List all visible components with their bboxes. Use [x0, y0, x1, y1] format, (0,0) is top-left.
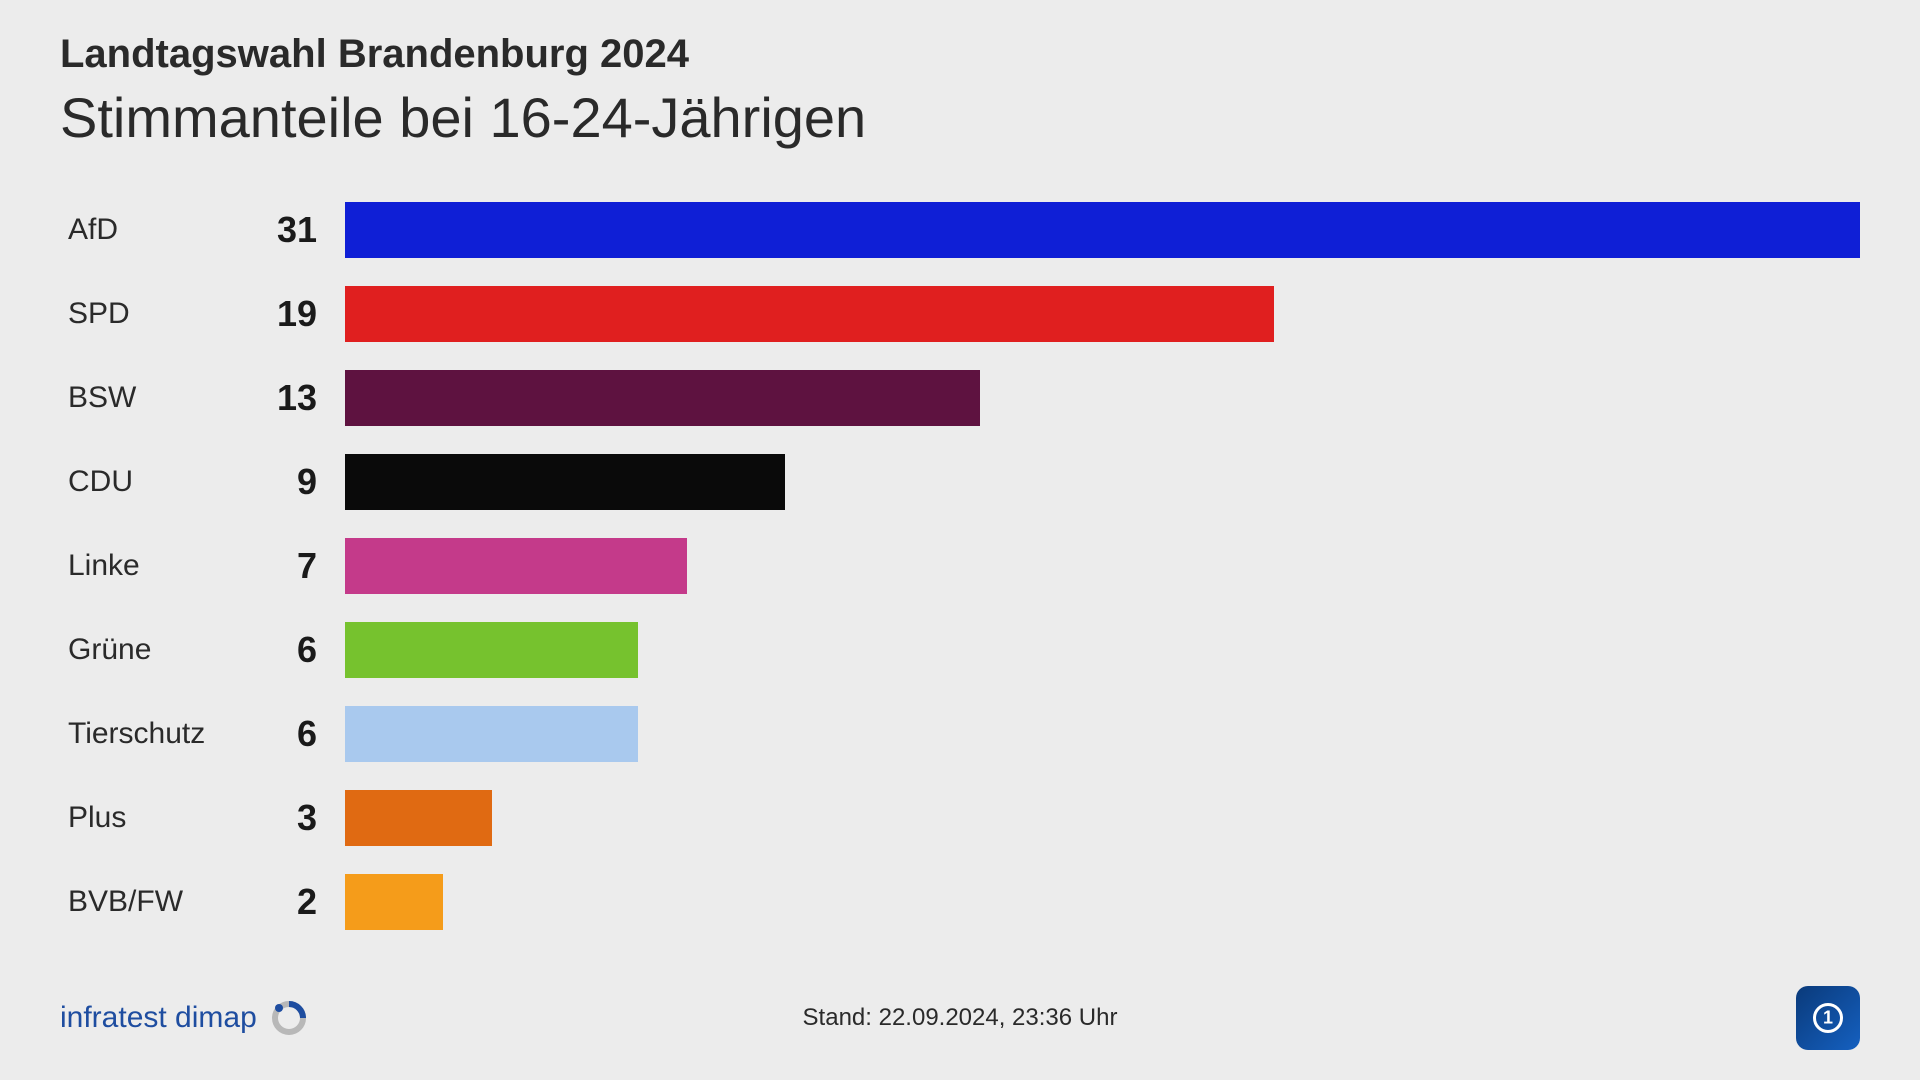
party-label: AfD [60, 213, 255, 247]
value-label: 9 [255, 461, 345, 503]
bar-chart: AfD31SPD19BSW13CDU9Linke7Grüne6Tierschut… [60, 188, 1860, 944]
footer: infratest dimap Stand: 22.09.2024, 23:36… [0, 986, 1920, 1050]
chart-row: Grüne6 [60, 608, 1860, 692]
chart-row: Plus3 [60, 776, 1860, 860]
timestamp-label: Stand: [803, 1004, 879, 1031]
bar-track [345, 286, 1860, 342]
party-label: BSW [60, 381, 255, 415]
ard-logo-icon: 1 [1796, 986, 1860, 1050]
timestamp-value: 22.09.2024, 23:36 Uhr [879, 1004, 1118, 1031]
bar [345, 454, 785, 510]
bar-track [345, 706, 1860, 762]
bar [345, 202, 1860, 258]
bar-track [345, 538, 1860, 594]
value-label: 7 [255, 545, 345, 587]
value-label: 31 [255, 209, 345, 251]
infratest-dimap-logo-icon [269, 998, 309, 1038]
chart-row: BSW13 [60, 356, 1860, 440]
chart-row: CDU9 [60, 440, 1860, 524]
value-label: 2 [255, 881, 345, 923]
chart-supertitle: Landtagswahl Brandenburg 2024 [60, 32, 1860, 77]
value-label: 6 [255, 713, 345, 755]
bar [345, 538, 687, 594]
bar [345, 706, 638, 762]
bar-track [345, 202, 1860, 258]
chart-row: Tierschutz6 [60, 692, 1860, 776]
ard-logo-text: 1 [1823, 1008, 1833, 1029]
party-label: Grüne [60, 633, 255, 667]
bar-track [345, 622, 1860, 678]
bar [345, 370, 980, 426]
bar-track [345, 874, 1860, 930]
chart-title: Stimmanteile bei 16-24-Jährigen [60, 85, 1860, 150]
value-label: 3 [255, 797, 345, 839]
chart-container: Landtagswahl Brandenburg 2024 Stimmantei… [0, 0, 1920, 944]
value-label: 6 [255, 629, 345, 671]
value-label: 13 [255, 377, 345, 419]
chart-row: BVB/FW2 [60, 860, 1860, 944]
chart-row: Linke7 [60, 524, 1860, 608]
party-label: BVB/FW [60, 885, 255, 919]
party-label: Plus [60, 801, 255, 835]
bar [345, 790, 492, 846]
bar-track [345, 370, 1860, 426]
party-label: CDU [60, 465, 255, 499]
bar [345, 874, 443, 930]
party-label: Tierschutz [60, 717, 255, 751]
bar [345, 622, 638, 678]
bar-track [345, 454, 1860, 510]
source-attribution: infratest dimap [60, 998, 309, 1038]
chart-row: SPD19 [60, 272, 1860, 356]
bar-track [345, 790, 1860, 846]
party-label: SPD [60, 297, 255, 331]
value-label: 19 [255, 293, 345, 335]
bar [345, 286, 1274, 342]
source-text: infratest dimap [60, 1001, 257, 1035]
party-label: Linke [60, 549, 255, 583]
timestamp: Stand: 22.09.2024, 23:36 Uhr [803, 1004, 1118, 1032]
chart-row: AfD31 [60, 188, 1860, 272]
